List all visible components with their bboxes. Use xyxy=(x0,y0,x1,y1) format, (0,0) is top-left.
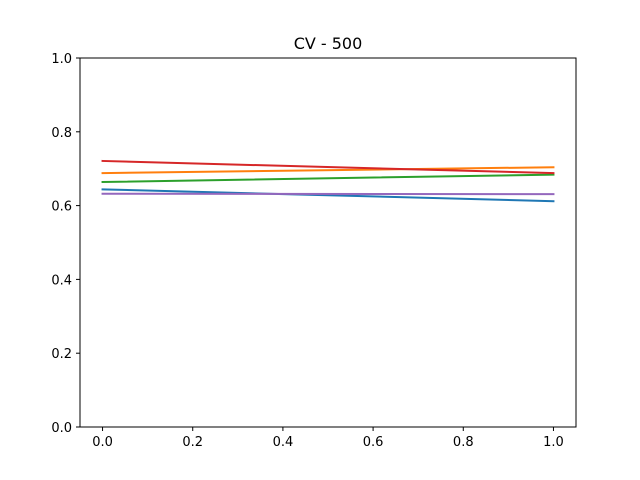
x-tick-label: 1.0 xyxy=(543,435,564,450)
x-tick-label: 0.0 xyxy=(92,435,113,450)
y-tick-label: 0.4 xyxy=(51,273,72,288)
y-tick-label: 0.6 xyxy=(51,200,72,215)
x-tick-label: 0.2 xyxy=(182,435,203,450)
axes-layer: 0.0 0.2 0.4 0.6 0.8 1.0 0.0 0.2 0.4 0.6 0.8 1.0 xyxy=(51,52,577,450)
series-line-1 xyxy=(101,188,555,203)
x-tick-label: 0.6 xyxy=(363,435,384,450)
series-line-2 xyxy=(101,166,555,175)
x-tick-label: 0.4 xyxy=(273,435,294,450)
plot-frame xyxy=(79,57,577,428)
x-tick-label: 0.8 xyxy=(453,435,474,450)
y-tick-label: 1.0 xyxy=(51,52,72,67)
y-tick-label: 0.8 xyxy=(51,126,72,141)
chart-title: CV - 500 xyxy=(294,34,363,53)
series-layer xyxy=(101,159,555,203)
series-line-3 xyxy=(101,173,555,183)
y-tick-label: 0.2 xyxy=(51,347,72,362)
plot-area: 0.0 0.2 0.4 0.6 0.8 1.0 0.0 0.2 0.4 0.6 0.8 1.0 xyxy=(51,52,577,450)
series-line-4 xyxy=(101,159,555,175)
y-tick-label: 0.0 xyxy=(51,421,72,436)
